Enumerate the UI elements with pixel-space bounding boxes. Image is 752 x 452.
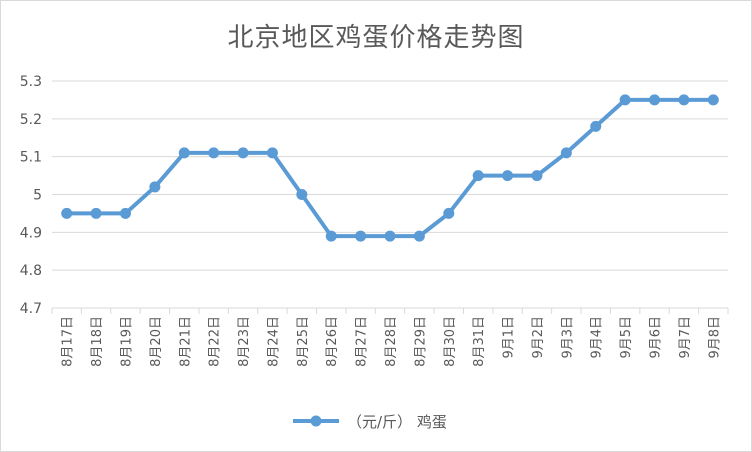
y-tick-label: 4.9 — [20, 225, 42, 241]
data-point — [296, 189, 308, 200]
data-point — [531, 170, 543, 182]
x-tick-label: 8月20日 — [149, 316, 164, 367]
y-tick-label: 5.3 — [20, 74, 42, 90]
data-point — [502, 170, 514, 182]
x-tick-label: 9月2日 — [531, 316, 546, 359]
legend-label: （元/斤） 鸡蛋 — [347, 412, 447, 431]
x-tick-label: 9月5日 — [619, 316, 634, 359]
x-tick-label: 8月31日 — [472, 316, 487, 367]
chart-title: 北京地区鸡蛋价格走势图 — [227, 23, 525, 53]
x-tick-label: 8月22日 — [208, 316, 223, 367]
x-tick-label: 9月3日 — [560, 316, 575, 359]
data-point — [355, 230, 367, 242]
data-point — [619, 94, 631, 106]
data-point — [443, 207, 455, 219]
x-tick-label: 8月17日 — [61, 316, 76, 367]
x-tick-label: 8月21日 — [178, 316, 193, 367]
legend: （元/斤） 鸡蛋 — [293, 409, 447, 433]
data-point — [413, 230, 425, 242]
x-tick-label: 9月4日 — [590, 316, 605, 359]
x-tick-label: 8月27日 — [355, 316, 370, 367]
data-point — [61, 207, 73, 219]
series-line — [64, 97, 716, 239]
x-tick-label: 8月24日 — [266, 316, 281, 367]
data-point — [649, 94, 661, 106]
data-point — [560, 147, 572, 159]
x-tick-label: 8月23日 — [237, 316, 252, 367]
data-point — [149, 181, 161, 193]
data-point — [325, 230, 337, 242]
x-tick-label: 8月30日 — [443, 316, 458, 367]
x-tick-label: 8月26日 — [325, 316, 340, 367]
data-point — [472, 170, 484, 182]
x-tick-label: 8月28日 — [384, 316, 399, 367]
y-tick-label: 4.7 — [20, 301, 42, 317]
data-point — [208, 147, 220, 159]
x-tick-label: 9月6日 — [649, 316, 664, 359]
data-point — [590, 120, 602, 132]
data-point — [384, 230, 396, 242]
x-tick-label: 9月8日 — [707, 316, 722, 359]
x-tick-label: 8月18日 — [90, 316, 105, 367]
data-point — [90, 207, 102, 219]
y-tick-label: 5.2 — [20, 112, 42, 128]
y-tick-label: 5 — [33, 188, 42, 204]
legend-swatch-icon — [293, 415, 339, 427]
x-tick-label: 8月29日 — [413, 316, 428, 367]
data-point — [178, 147, 190, 159]
data-point — [707, 94, 719, 106]
data-point — [119, 207, 131, 219]
x-tick-label: 8月19日 — [119, 316, 134, 367]
data-point — [266, 147, 278, 159]
x-tick-label: 8月25日 — [296, 316, 311, 367]
data-point — [237, 147, 249, 159]
y-tick-label: 5.1 — [20, 150, 42, 166]
y-tick-label: 4.8 — [20, 263, 42, 279]
data-point — [678, 94, 690, 106]
x-tick-label: 9月7日 — [678, 316, 693, 359]
x-tick-label: 9月1日 — [502, 316, 517, 359]
